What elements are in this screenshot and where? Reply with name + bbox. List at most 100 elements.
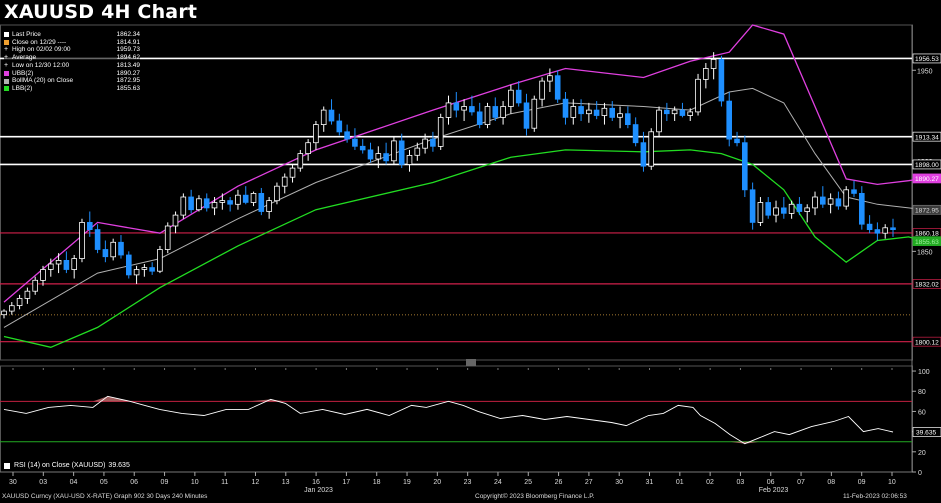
legend-label: LBB(2) (12, 84, 33, 92)
price-tag-box (912, 204, 941, 215)
candle-body (773, 207, 779, 216)
legend-row: + Low on 12/30 12:00 1813.49 (4, 62, 140, 70)
candle (16, 294, 23, 310)
candle-body (664, 109, 670, 115)
x-tick-label: 24 (494, 479, 502, 486)
candle-body (742, 142, 748, 191)
candle (812, 191, 818, 216)
candle (398, 133, 405, 169)
candle-body (749, 189, 756, 223)
candle-body (289, 167, 296, 178)
legend-label: Average (12, 54, 37, 62)
candle (422, 133, 428, 154)
candle (297, 149, 304, 172)
candle-body (539, 80, 545, 100)
candle (874, 222, 881, 241)
candle-body (617, 113, 623, 118)
candle-body (788, 203, 795, 214)
x-tick-label: 23 (464, 479, 472, 486)
y-tick-label: 1950 (917, 68, 933, 75)
candle (250, 191, 257, 207)
candle (851, 180, 857, 198)
price-tag-label: 1913.34 (915, 134, 939, 141)
candle-body (344, 131, 350, 140)
candle (375, 146, 382, 169)
candle-body (632, 124, 639, 144)
footer-copyright: Copyright© 2023 Bloomberg Finance L.P. (475, 493, 595, 500)
candle (274, 182, 280, 205)
candle (843, 186, 849, 210)
candle (320, 106, 327, 132)
candle-body (437, 117, 444, 147)
candle-body (164, 225, 171, 250)
x-tick-label: 12 (251, 479, 259, 486)
x-tick-label: 10 (888, 479, 896, 486)
legend-label: Close on 12/29 ---- (12, 38, 67, 46)
candle-body (445, 102, 452, 118)
plus-icon: + (4, 46, 9, 54)
x-tick-label: 04 (70, 479, 78, 486)
candle (742, 135, 748, 198)
price-tag-box (912, 279, 941, 289)
candle-body (562, 98, 569, 118)
candle-body (391, 140, 397, 162)
legend-row: Last Price 1862.34 (4, 31, 140, 39)
candle (757, 197, 764, 226)
candle-body (359, 145, 366, 151)
candle-body (640, 142, 647, 167)
legend-swatch-icon (4, 40, 9, 46)
candle (219, 193, 226, 210)
x-tick-label: 26 (555, 479, 563, 486)
x-tick-label: 05 (100, 479, 108, 486)
legend-value: 1959.73 (116, 46, 141, 54)
candle (188, 189, 194, 214)
candle-body (8, 305, 15, 312)
rsi-y-tick-label: 0 (918, 470, 922, 477)
candle-body (242, 194, 249, 203)
x-tick-label: 03 (39, 479, 47, 486)
candle-body (523, 102, 530, 129)
candle-body (835, 198, 842, 207)
candle-body (320, 109, 327, 125)
candle (781, 197, 787, 219)
candle-body (609, 107, 615, 118)
candle (695, 73, 701, 116)
candle-body (500, 106, 506, 118)
candle (258, 187, 265, 216)
candle (79, 218, 85, 263)
candle-body (235, 194, 241, 205)
candle-body (406, 154, 413, 165)
candle-body (710, 59, 717, 69)
candle (71, 254, 78, 279)
panel-splitter-handle (466, 359, 476, 366)
candle (359, 139, 366, 154)
candle-body (601, 107, 608, 116)
x-tick-label: 07 (797, 479, 805, 486)
candle (211, 197, 218, 216)
candle (586, 102, 592, 123)
legend-value: 1872.95 (116, 77, 141, 85)
candle (102, 240, 109, 263)
candle (523, 93, 530, 136)
legend-value: 1813.49 (116, 61, 141, 69)
candle (157, 245, 163, 274)
legend-row: Close on 12/29 ---- 1814.91 (4, 39, 140, 47)
candle-body (274, 185, 280, 202)
x-tick-label: 08 (827, 479, 835, 486)
candle (500, 101, 506, 125)
legend-swatch-icon (4, 86, 9, 92)
candle-body (94, 229, 101, 250)
candle-body (703, 68, 709, 80)
candle-body (258, 192, 265, 212)
candle-body (430, 138, 436, 147)
x-tick-label: 09 (858, 479, 866, 486)
x-tick-label: 01 (676, 479, 684, 486)
candle (94, 224, 101, 254)
x-tick-label: 31 (646, 479, 654, 486)
candle (788, 200, 795, 219)
candle (804, 204, 810, 223)
price-tag-box (912, 53, 941, 64)
candle (734, 131, 740, 147)
candle (531, 95, 538, 132)
candle-body (24, 290, 31, 299)
